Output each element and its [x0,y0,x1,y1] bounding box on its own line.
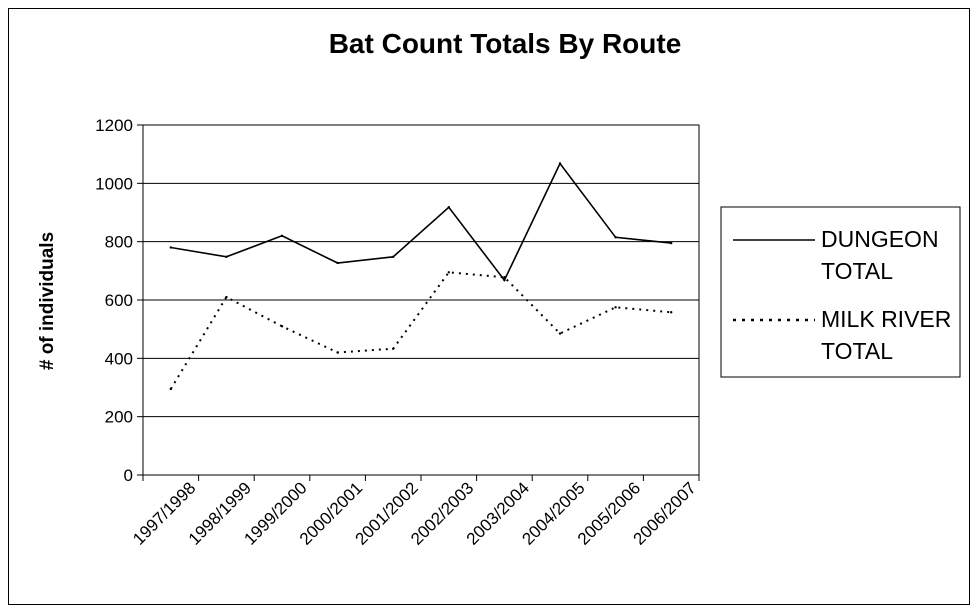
data-point-series-1 [503,278,506,282]
legend-box [720,206,961,378]
data-point-series-1 [336,261,339,265]
y-tick-label: 1200 [95,116,133,135]
data-point-series-1 [280,234,284,238]
y-tick-label: 400 [105,349,133,368]
legend-label-2: TOTAL [821,338,893,364]
data-point-series-1 [392,255,395,259]
y-tick-label: 800 [105,233,133,252]
plot-area: 0200400600800100012001997/19981998/19991… [95,116,700,549]
y-axis-label: # of individuals [37,232,58,370]
data-point-series-2 [280,325,284,328]
y-tick-label: 200 [105,408,133,427]
y-tick-label: 1000 [95,174,133,193]
y-tick-label: 600 [105,291,133,310]
data-point-series-1 [558,162,562,165]
data-point-series-2 [558,332,562,335]
data-point-series-2 [392,347,395,350]
data-point-series-1 [169,246,172,249]
legend-label-1: TOTAL [821,258,893,284]
data-point-series-2 [503,276,506,279]
series-line-1 [170,161,672,282]
legend-label-2: MILK RIVER [821,306,951,332]
data-point-series-2 [169,387,172,391]
legend: DUNGEON TOTAL MILK RIVER TOTAL [720,206,961,378]
series-line-2 [169,271,672,390]
data-point-series-2 [670,311,673,314]
data-point-series-2 [447,271,450,274]
data-point-series-1 [225,255,228,259]
data-point-series-2 [336,351,339,354]
data-point-series-1 [447,206,450,209]
legend-label-1: DUNGEON [821,226,939,252]
data-point-series-2 [225,295,228,299]
data-point-series-2 [614,306,617,309]
line-chart: Bat Count Totals By Route 0 200 400 600 800 1… [37,28,961,549]
data-point-series-1 [614,236,617,239]
data-point-series-1 [670,241,673,245]
y-tick-label: 0 [124,466,133,485]
chart-title: Bat Count Totals By Route [329,28,682,59]
chart-frame: Bat Count Totals By Route 0 200 400 600 800 1… [8,8,970,605]
